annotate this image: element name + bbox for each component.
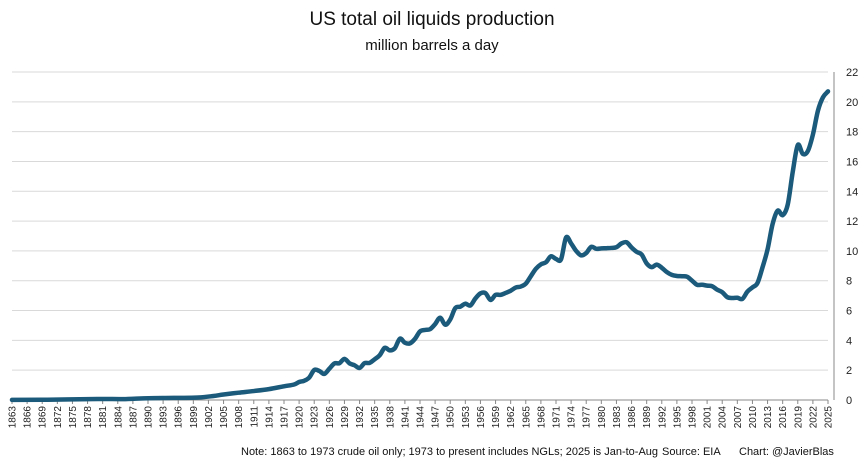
series-group <box>9 89 831 403</box>
y-tick-label: 22 <box>846 67 858 79</box>
x-tick-label: 1989 <box>642 406 653 429</box>
x-tick-label: 2022 <box>808 406 819 429</box>
footer-source: Source: EIA <box>662 446 721 458</box>
x-tick-label: 2019 <box>793 406 804 429</box>
y-tick-label: 6 <box>846 306 852 318</box>
x-tick-label: 1938 <box>385 406 396 429</box>
x-tick-label: 1983 <box>612 406 623 429</box>
x-tick-label: 1935 <box>370 406 381 429</box>
x-tick-label: 1881 <box>98 406 109 429</box>
x-tick-label: 1875 <box>68 406 79 429</box>
y-tick-label: 12 <box>846 216 858 228</box>
x-tick-label: 1908 <box>234 406 245 429</box>
y-tick-label: 18 <box>846 127 858 139</box>
x-tick-label: 1866 <box>23 406 34 429</box>
x-axis: 1863 1866 1869 1872 1875 1878 1881 1884 1887 1890… <box>8 399 835 429</box>
x-tick-label: 1962 <box>506 406 517 429</box>
y-tick-label: 20 <box>846 97 858 109</box>
footer-credit: Chart: @JavierBlas <box>739 446 834 458</box>
x-tick-label: 1920 <box>295 406 306 429</box>
x-tick-label: 1914 <box>264 406 275 429</box>
x-tick-label: 1923 <box>310 406 321 429</box>
x-tick-label: 1887 <box>128 406 139 429</box>
x-tick-label: 1956 <box>476 406 487 429</box>
x-tick-label: 1863 <box>8 406 19 429</box>
x-tick-label: 2001 <box>703 406 714 429</box>
x-tick-label: 2013 <box>763 406 774 429</box>
y-tick-label: 14 <box>846 186 858 198</box>
x-tick-label: 1965 <box>521 406 532 429</box>
y-tick-label: 2 <box>846 365 852 377</box>
x-tick-label: 1929 <box>340 406 351 429</box>
x-tick-label: 1947 <box>431 406 442 429</box>
x-tick-label: 2016 <box>778 406 789 429</box>
x-tick-label: 2004 <box>718 406 729 429</box>
x-tick-label: 1953 <box>461 406 472 429</box>
footer-note: Note: 1863 to 1973 crude oil only; 1973 … <box>241 446 659 458</box>
y-tick-label: 4 <box>846 335 852 347</box>
x-tick-label: 1896 <box>174 406 185 429</box>
x-tick-label: 2010 <box>748 406 759 429</box>
chart-subtitle: million barrels a day <box>365 37 499 54</box>
chart-title: US total oil liquids production <box>309 9 555 30</box>
x-tick-label: 1998 <box>688 406 699 429</box>
x-tick-label: 1959 <box>491 406 502 429</box>
x-tick-label: 1980 <box>597 406 608 429</box>
y-tick-label: 10 <box>846 246 858 258</box>
y-tick-label: 0 <box>846 395 852 407</box>
x-tick-label: 1905 <box>219 406 230 429</box>
gridlines <box>12 71 828 371</box>
x-tick-label: 1944 <box>416 406 427 429</box>
x-tick-label: 1872 <box>53 406 64 429</box>
x-tick-label: 1941 <box>400 406 411 429</box>
x-tick-label: 1890 <box>144 406 155 429</box>
x-tick-label: 1995 <box>672 406 683 429</box>
x-tick-label: 1932 <box>355 406 366 429</box>
x-tick-label: 1899 <box>189 406 200 429</box>
x-tick-label: 1971 <box>552 406 563 429</box>
x-tick-label: 1926 <box>325 406 336 429</box>
x-tick-label: 1893 <box>159 406 170 429</box>
x-tick-label: 1911 <box>249 406 260 428</box>
x-tick-label: 1968 <box>536 406 547 429</box>
x-tick-label: 1986 <box>627 406 638 429</box>
y-tick-label: 8 <box>846 276 852 288</box>
series-line <box>9 89 831 403</box>
x-tick-label: 1884 <box>113 406 124 429</box>
x-tick-label: 2025 <box>824 406 835 429</box>
x-tick-label: 1992 <box>657 406 668 429</box>
x-tick-label: 1878 <box>83 406 94 429</box>
x-tick-label: 1869 <box>38 406 49 429</box>
y-tick-label: 16 <box>846 156 858 168</box>
x-tick-label: 1950 <box>446 406 457 429</box>
x-tick-label: 1902 <box>204 406 215 429</box>
x-tick-label: 1917 <box>280 406 291 429</box>
x-tick-label: 1977 <box>582 406 593 429</box>
x-tick-label: 2007 <box>733 406 744 429</box>
x-tick-label: 1974 <box>567 406 578 429</box>
y-axis: 0 2 4 6 8 10 12 14 16 18 20 22 <box>833 67 858 407</box>
